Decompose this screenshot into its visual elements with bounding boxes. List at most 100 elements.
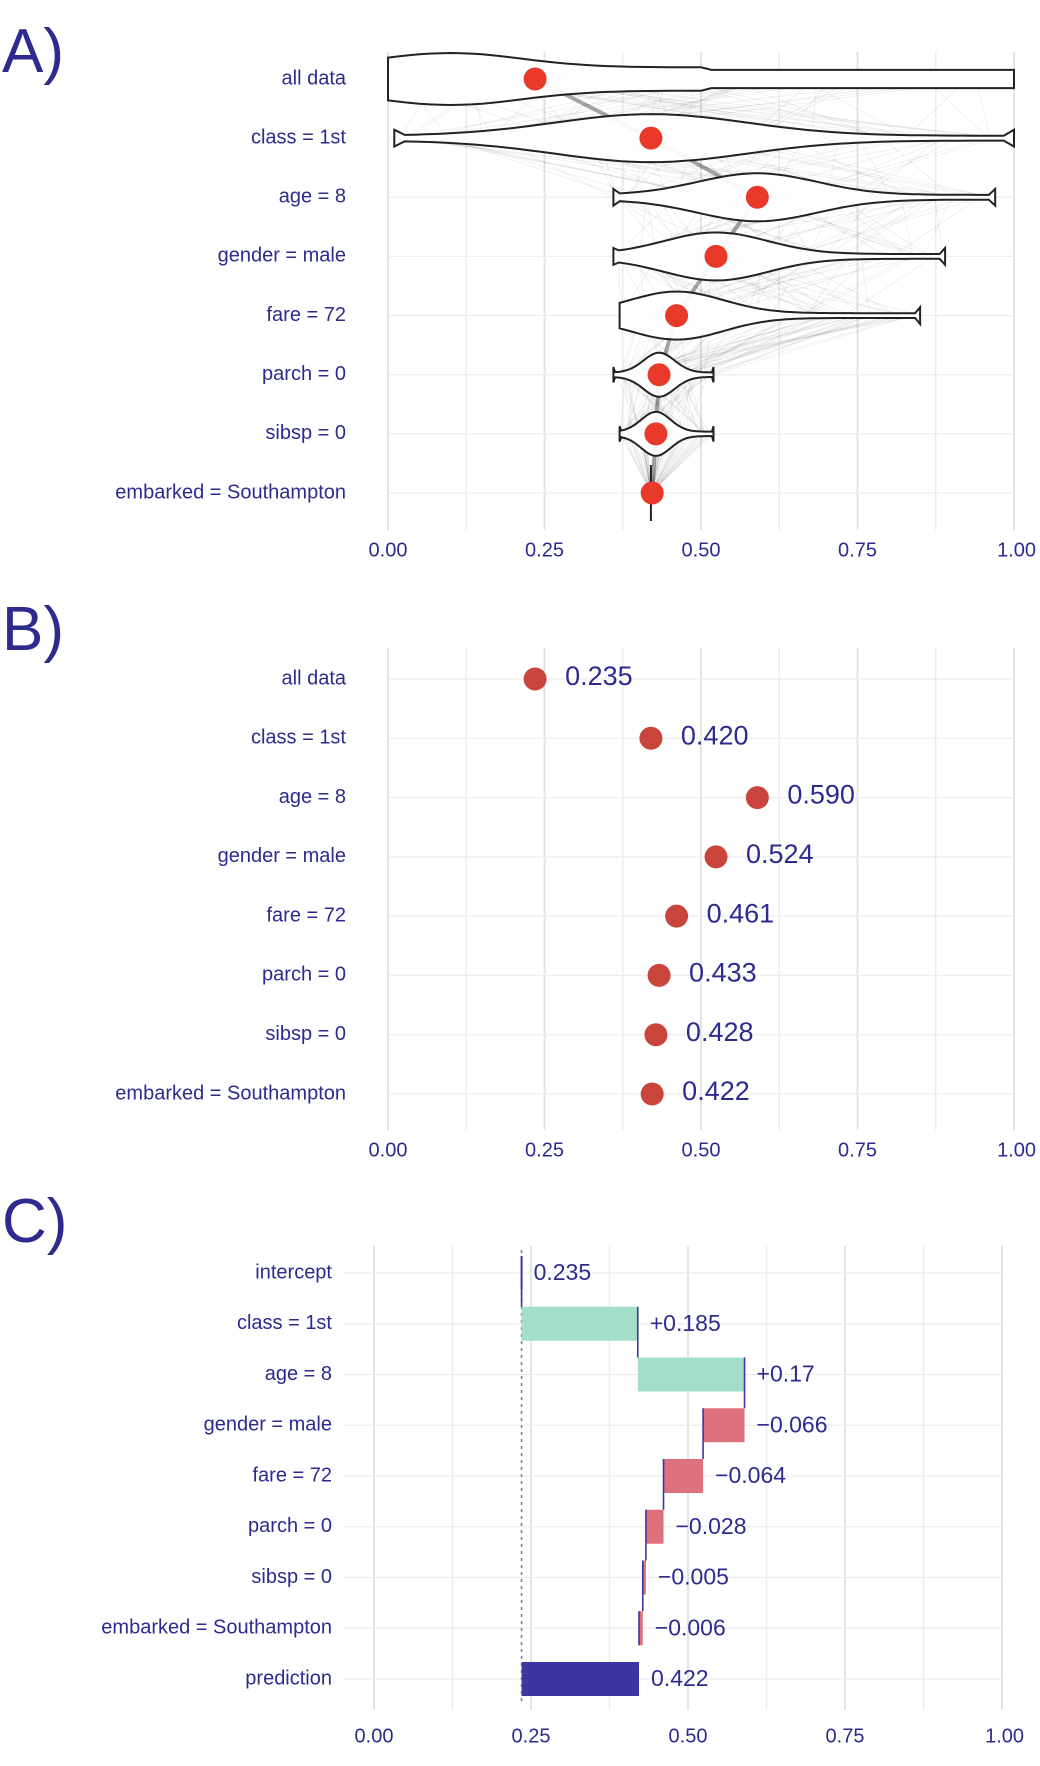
panel-a-category-label-fare-72: fare = 72 xyxy=(266,304,346,326)
panel-c-x-tick-label-4: 1.00 xyxy=(985,1725,1024,1747)
panel-c-bar-class-1st xyxy=(521,1306,638,1341)
panel-c-bar-fare-72 xyxy=(663,1459,704,1493)
panel-a-flow-line-3-10 xyxy=(798,255,910,317)
panel-a-flow-line-3-59 xyxy=(805,256,848,316)
panel-a-flow-line-6-40 xyxy=(650,433,702,494)
panel-a-flow-line-4-36 xyxy=(707,315,873,376)
panel-a-category-label-class-1st: class = 1st xyxy=(251,126,346,148)
panel-a-category-label-sibsp-0: sibsp = 0 xyxy=(265,422,346,444)
panel-a-flow-line-2-57 xyxy=(824,196,875,257)
panel-c-letter: C) xyxy=(2,1187,67,1256)
panel-b-category-label-sibsp-0: sibsp = 0 xyxy=(265,1023,346,1045)
panel-a-flow-line-1-51 xyxy=(446,137,650,198)
panel-a: all data class = 1st age = 8 gender = male f… xyxy=(115,51,1036,561)
panel-a-flow-line-2-22 xyxy=(838,196,930,257)
panel-a-flow-line-1-29 xyxy=(787,137,914,198)
panel-c-x-tick-label-3: 0.75 xyxy=(826,1725,865,1747)
panel-b-value-label-sibsp-0: 0.428 xyxy=(686,1017,754,1047)
panel-a-flow-line-3-30 xyxy=(843,256,935,316)
panel-a-point-class-1st xyxy=(639,126,663,150)
panel-c-bar-gender-male xyxy=(703,1408,745,1443)
panel-a-flow-line-6-53 xyxy=(650,433,713,494)
panel-a-category-label-parch-0: parch = 0 xyxy=(262,363,346,385)
panel-a-flow-line-5-53 xyxy=(616,374,694,435)
panel-c-x-tick-label-0: 0.00 xyxy=(355,1725,394,1747)
panel-a-flow-line-4-5 xyxy=(684,315,795,376)
panel-a-flow-line-4-49 xyxy=(676,315,838,376)
panel-a-flow-line-3-2 xyxy=(788,255,899,317)
panel-b-category-label-parch-0: parch = 0 xyxy=(262,964,346,986)
panel-b-x-tick-label-2: 0.50 xyxy=(682,1139,721,1161)
panel-a-flow-line-1-23 xyxy=(843,137,957,198)
panel-a-point-age-8 xyxy=(745,185,769,209)
panel-a-letter: A) xyxy=(2,17,64,86)
panel-b-point-embarked-southampton xyxy=(640,1082,664,1106)
panel-a-flow-line-5-30 xyxy=(680,374,706,435)
panel-a-flow-line-2-34 xyxy=(789,196,925,257)
panel-a-x-tick-label-4: 1.00 xyxy=(997,539,1036,561)
panel-b-value-label-gender-male: 0.524 xyxy=(746,839,814,869)
panel-b-point-gender-male xyxy=(704,845,728,869)
panel-a-flow-line-3-37 xyxy=(770,256,804,316)
panel-a-violin-class-1st xyxy=(393,113,1015,164)
panel-c-bar-parch-0 xyxy=(645,1509,664,1544)
panel-b-point-fare-72 xyxy=(665,904,689,928)
panel-a-x-tick-label-1: 0.25 xyxy=(525,539,564,561)
panel-b-x-tick-label-4: 1.00 xyxy=(997,1139,1036,1161)
panel-a-flow-line-3-33 xyxy=(805,255,915,317)
panel-b-value-label-class-1st: 0.420 xyxy=(681,720,749,750)
panel-c-category-label-sibsp-0: sibsp = 0 xyxy=(251,1566,332,1588)
panel-a-flow-line-4-47 xyxy=(678,315,893,376)
panel-c-value-label-intercept: 0.235 xyxy=(534,1259,592,1285)
panel-a-flow-line-4-21 xyxy=(664,315,827,376)
panel-a-flow-line-4-17 xyxy=(689,315,788,376)
panel-c-bar-age-8 xyxy=(637,1357,745,1392)
panel-a-flow-line-4-19 xyxy=(682,315,864,376)
panel-b-point-class-1st xyxy=(639,726,663,750)
panel-a-flow-line-6-25 xyxy=(650,433,711,494)
panel-b-value-label-embarked-southampton: 0.422 xyxy=(682,1076,750,1106)
panel-c-category-label-intercept: intercept xyxy=(255,1261,332,1283)
panel-a-flow-line-5-29 xyxy=(676,374,710,435)
panel-b-category-label-fare-72: fare = 72 xyxy=(266,904,346,926)
panel-a-violin-gender-male xyxy=(612,231,947,282)
panel-a-flow-line-2-15 xyxy=(824,196,916,257)
panel-a-flow-line-4-59 xyxy=(688,315,863,376)
panel-c-value-label-gender-male: −0.066 xyxy=(757,1411,828,1437)
panel-a-point-parch-0 xyxy=(647,363,671,387)
panel-c-category-label-gender-male: gender = male xyxy=(204,1414,332,1436)
panel-c-category-label-prediction: prediction xyxy=(245,1667,332,1689)
panel-a-flow-line-6-19 xyxy=(650,433,706,494)
panel-a-flow-line-5-25 xyxy=(685,374,695,434)
panel-c-value-label-sibsp-0: −0.005 xyxy=(658,1564,729,1590)
panel-a-category-label-embarked-southampton: embarked = Southampton xyxy=(115,481,346,503)
panel-c-bar-prediction xyxy=(521,1662,640,1696)
panel-b-letter: B) xyxy=(2,595,64,664)
panel-a-flow-line-1-35 xyxy=(863,137,942,198)
panel-c-value-label-class-1st: +0.185 xyxy=(650,1310,721,1336)
panel-a-category-label-gender-male: gender = male xyxy=(218,245,346,267)
panel-b-x-tick-label-3: 0.75 xyxy=(838,1139,877,1161)
panel-a-flow-line-6-9 xyxy=(621,433,652,494)
panel-c: intercept class = 1st age = 8 gender = male… xyxy=(101,1246,1024,1747)
panel-b-value-label-all-data: 0.235 xyxy=(565,661,633,691)
panel-a-flow-line-4-42 xyxy=(670,315,812,376)
panel-b-value-label-fare-72: 0.461 xyxy=(707,898,775,928)
panel-c-value-label-fare-72: −0.064 xyxy=(715,1462,786,1488)
panel-a-flow-line-1-15 xyxy=(445,137,626,198)
panel-a-violin-age-8 xyxy=(612,172,997,223)
panel-b-point-all-data xyxy=(523,667,547,691)
panel-a-flow-line-5-55 xyxy=(619,374,627,434)
panel-a-flow-line-4-46 xyxy=(682,315,793,376)
panel-a-flow-line-6-33 xyxy=(621,433,652,494)
panel-a-point-embarked-southampton xyxy=(640,481,664,505)
panel-a-violin-fare-72 xyxy=(618,290,922,341)
panel-c-value-label-parch-0: −0.028 xyxy=(676,1513,747,1539)
panel-b: all data class = 1st age = 8 gender = male f… xyxy=(115,648,1036,1161)
panel-a-flow-line-2-6 xyxy=(922,197,953,257)
panel-b-x-tick-label-0: 0.00 xyxy=(369,1139,408,1161)
panel-c-category-label-age-8: age = 8 xyxy=(265,1363,332,1385)
panel-a-flow-line-2-11 xyxy=(837,196,931,257)
panel-a-flow-line-4-1 xyxy=(672,315,886,376)
